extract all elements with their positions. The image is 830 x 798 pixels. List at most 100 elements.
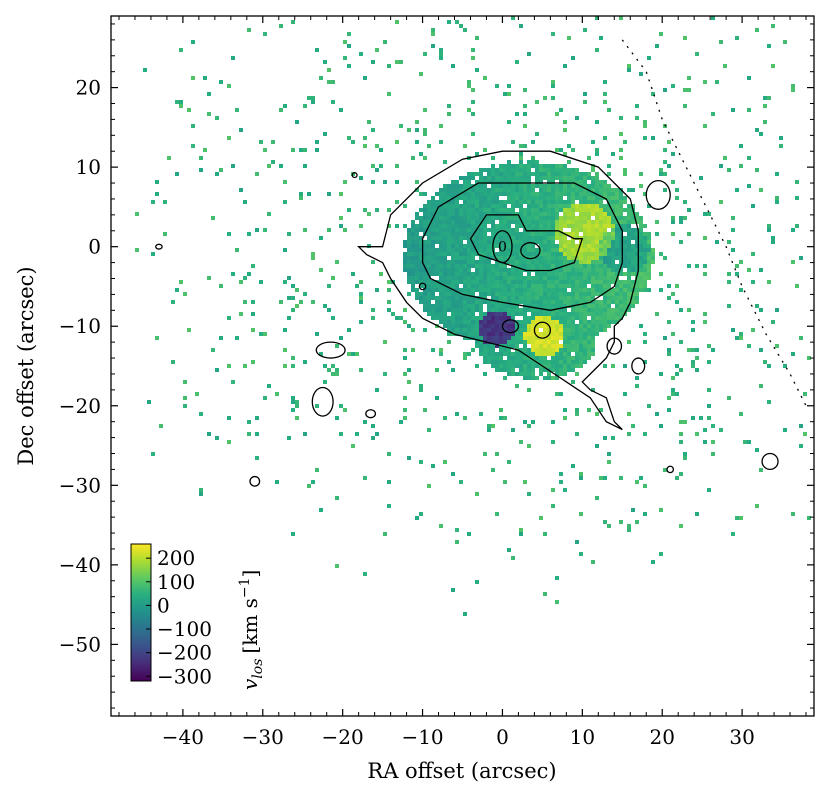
map-pixel	[487, 268, 491, 272]
map-pixel	[551, 32, 555, 36]
map-pixel	[511, 240, 515, 244]
map-pixel	[587, 256, 591, 260]
map-pixel	[515, 292, 519, 296]
map-pixel	[683, 200, 687, 204]
map-pixel	[531, 360, 535, 364]
map-pixel	[583, 304, 587, 308]
map-pixel	[599, 272, 603, 276]
map-pixel	[751, 252, 755, 256]
map-pixel	[263, 332, 267, 336]
map-pixel	[511, 16, 515, 20]
map-pixel	[535, 284, 539, 288]
map-pixel	[463, 212, 467, 216]
map-pixel	[519, 144, 523, 148]
map-pixel	[415, 212, 419, 216]
map-pixel	[575, 352, 579, 356]
map-pixel	[455, 332, 459, 336]
map-pixel	[335, 496, 339, 500]
map-pixel	[199, 492, 203, 496]
map-pixel	[515, 60, 519, 64]
map-pixel	[455, 208, 459, 212]
map-pixel	[475, 248, 479, 252]
map-pixel	[579, 300, 583, 304]
map-pixel	[543, 328, 547, 332]
map-pixel	[527, 180, 531, 184]
map-pixel	[199, 488, 203, 492]
map-pixel	[447, 196, 451, 200]
map-pixel	[583, 180, 587, 184]
map-pixel	[499, 236, 503, 240]
map-pixel	[459, 252, 463, 256]
map-pixel	[411, 240, 415, 244]
map-pixel	[487, 292, 491, 296]
map-pixel	[471, 252, 475, 256]
map-pixel	[411, 252, 415, 256]
map-pixel	[511, 244, 515, 248]
map-pixel	[571, 324, 575, 328]
map-pixel	[495, 260, 499, 264]
map-pixel	[603, 288, 607, 292]
map-pixel	[599, 308, 603, 312]
map-pixel	[519, 352, 523, 356]
map-pixel	[467, 296, 471, 300]
map-pixel	[155, 180, 159, 184]
map-pixel	[527, 260, 531, 264]
map-pixel	[735, 336, 739, 340]
map-pixel	[771, 24, 775, 28]
map-pixel	[411, 288, 415, 292]
map-pixel	[799, 424, 803, 428]
map-pixel	[587, 324, 591, 328]
map-pixel	[563, 328, 567, 332]
map-pixel	[643, 276, 647, 280]
map-pixel	[627, 284, 631, 288]
map-pixel	[467, 180, 471, 184]
map-pixel	[603, 232, 607, 236]
map-pixel	[571, 320, 575, 324]
map-pixel	[175, 172, 179, 176]
map-pixel	[515, 352, 519, 356]
map-pixel	[623, 172, 627, 176]
map-pixel	[387, 64, 391, 68]
map-pixel	[499, 164, 503, 168]
map-pixel	[479, 280, 483, 284]
map-pixel	[611, 152, 615, 156]
map-pixel	[431, 44, 435, 48]
map-pixel	[587, 288, 591, 292]
map-pixel	[627, 244, 631, 248]
map-pixel	[411, 264, 415, 268]
map-pixel	[483, 332, 487, 336]
map-pixel	[575, 264, 579, 268]
map-pixel	[447, 208, 451, 212]
map-pixel	[575, 332, 579, 336]
map-pixel	[547, 352, 551, 356]
map-pixel	[491, 172, 495, 176]
map-pixel	[483, 232, 487, 236]
map-pixel	[579, 328, 583, 332]
map-pixel	[599, 316, 603, 320]
map-pixel	[615, 228, 619, 232]
map-pixel	[479, 412, 483, 416]
map-pixel	[655, 232, 659, 236]
map-pixel	[519, 340, 523, 344]
map-pixel	[191, 124, 195, 128]
map-pixel	[623, 260, 627, 264]
map-pixel	[495, 272, 499, 276]
map-pixel	[767, 96, 771, 100]
map-pixel	[567, 276, 571, 280]
map-pixel	[459, 260, 463, 264]
map-pixel	[355, 432, 359, 436]
map-pixel	[607, 524, 611, 528]
map-pixel	[415, 128, 419, 132]
map-pixel	[431, 212, 435, 216]
map-pixel	[523, 104, 527, 108]
map-pixel	[671, 376, 675, 380]
map-pixel	[495, 252, 499, 256]
contour-blob	[155, 243, 163, 250]
map-pixel	[499, 272, 503, 276]
map-pixel	[583, 348, 587, 352]
map-pixel	[459, 248, 463, 252]
map-pixel	[427, 232, 431, 236]
map-pixel	[459, 256, 463, 260]
map-pixel	[583, 236, 587, 240]
map-pixel	[415, 240, 419, 244]
